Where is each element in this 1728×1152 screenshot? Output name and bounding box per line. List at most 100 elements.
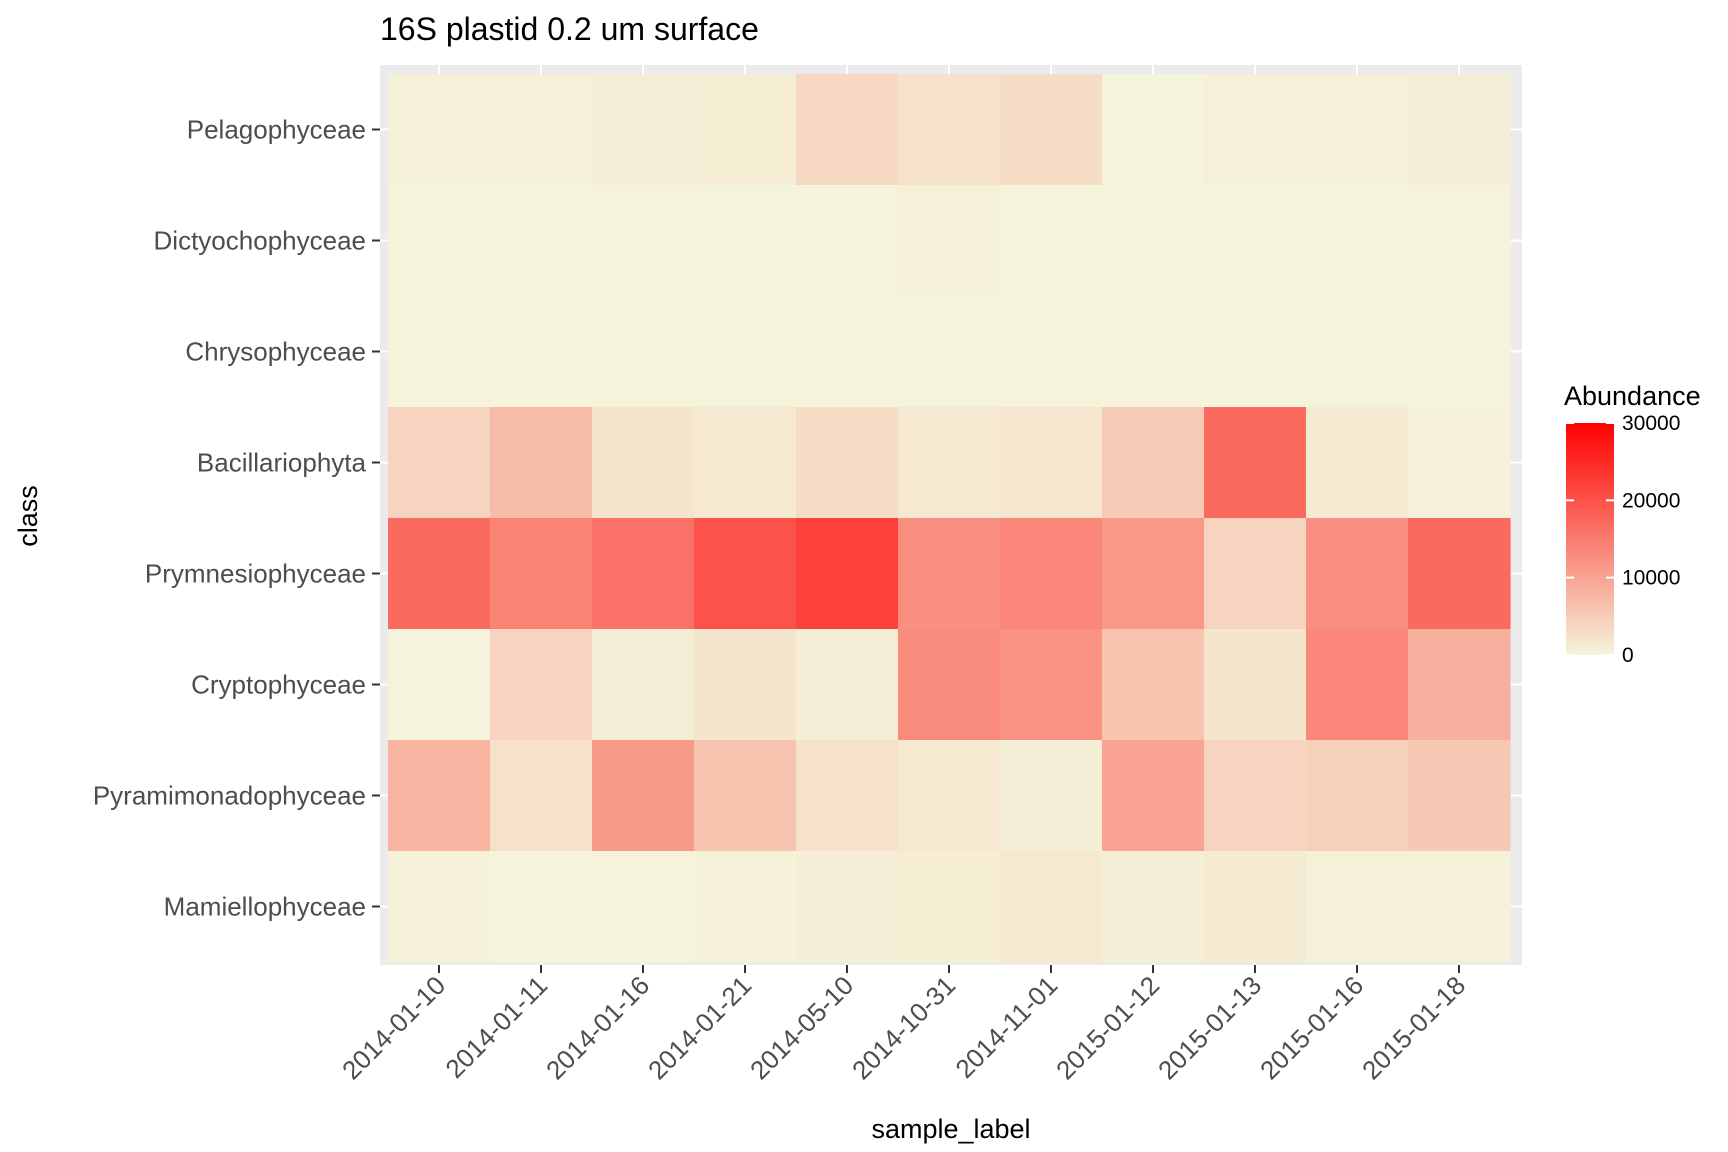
heatmap-tile-Mamiellophyceae-2015-01-12 xyxy=(1102,851,1205,963)
heatmap-tile-Chrysophyceae-2014-01-21 xyxy=(694,296,797,408)
heatmap-tile-Pyramimonadophyceae-2015-01-13 xyxy=(1204,740,1307,852)
heatmap-tile-Prymnesiophyceae-2014-10-31 xyxy=(898,518,1001,630)
heatmap-tile-Mamiellophyceae-2015-01-18 xyxy=(1408,851,1511,963)
heatmap-tile-Bacillariophyta-2014-01-10 xyxy=(388,407,491,519)
heatmap-tile-Pelagophyceae-2015-01-16 xyxy=(1306,74,1409,186)
heatmap-tile-Pelagophyceae-2014-01-10 xyxy=(388,74,491,186)
heatmap-tile-Pyramimonadophyceae-2015-01-18 xyxy=(1408,740,1511,852)
heatmap-tile-Cryptophyceae-2015-01-16 xyxy=(1306,629,1409,741)
heatmap-tile-Prymnesiophyceae-2015-01-18 xyxy=(1408,518,1511,630)
heatmap-tile-Chrysophyceae-2014-11-01 xyxy=(1000,296,1103,408)
heatmap-tile-Bacillariophyta-2015-01-13 xyxy=(1204,407,1307,519)
x-tick-label: 2014-10-31 xyxy=(846,970,961,1085)
heatmap-tile-Pelagophyceae-2014-01-16 xyxy=(592,74,695,186)
y-axis-title: class xyxy=(13,485,43,547)
y-tick-label: Pyramimonadophyceae xyxy=(93,781,366,811)
heatmap-tile-Prymnesiophyceae-2014-01-10 xyxy=(388,518,491,630)
legend-title: Abundance xyxy=(1564,381,1701,411)
heatmap-tile-Pyramimonadophyceae-2014-01-21 xyxy=(694,740,797,852)
heatmap-tile-Cryptophyceae-2014-01-16 xyxy=(592,629,695,741)
heatmap-tile-Cryptophyceae-2014-01-11 xyxy=(490,629,593,741)
chart-title: 16S plastid 0.2 um surface xyxy=(380,11,759,47)
heatmap-tile-Cryptophyceae-2014-10-31 xyxy=(898,629,1001,741)
heatmap-tile-Dictyochophyceae-2015-01-18 xyxy=(1408,185,1511,297)
heatmap-tile-Cryptophyceae-2015-01-18 xyxy=(1408,629,1511,741)
heatmap-tile-Pelagophyceae-2014-01-21 xyxy=(694,74,797,186)
heatmap-tile-Pyramimonadophyceae-2014-01-16 xyxy=(592,740,695,852)
x-tick-label: 2014-01-10 xyxy=(336,970,451,1085)
heatmap-tile-Mamiellophyceae-2014-10-31 xyxy=(898,851,1001,963)
heatmap-tile-Chrysophyceae-2014-10-31 xyxy=(898,296,1001,408)
heatmap-tile-Chrysophyceae-2015-01-12 xyxy=(1102,296,1205,408)
heatmap-tiles xyxy=(388,74,1511,963)
x-tick-label: 2014-01-11 xyxy=(439,970,553,1084)
heatmap-tile-Pyramimonadophyceae-2014-01-11 xyxy=(490,740,593,852)
heatmap-tile-Dictyochophyceae-2015-01-16 xyxy=(1306,185,1409,297)
heatmap-tile-Pyramimonadophyceae-2014-10-31 xyxy=(898,740,1001,852)
heatmap-tile-Chrysophyceae-2014-01-11 xyxy=(490,296,593,408)
x-tick-label: 2015-01-16 xyxy=(1254,970,1369,1085)
y-tick-label: Cryptophyceae xyxy=(191,670,366,700)
y-tick-label: Pelagophyceae xyxy=(187,115,366,145)
heatmap-tile-Prymnesiophyceae-2015-01-12 xyxy=(1102,518,1205,630)
heatmap-tile-Cryptophyceae-2014-05-10 xyxy=(796,629,899,741)
legend-tick-label: 30000 xyxy=(1622,412,1680,435)
x-tick-label: 2014-05-10 xyxy=(744,970,859,1085)
heatmap-tile-Bacillariophyta-2014-01-16 xyxy=(592,407,695,519)
heatmap-tile-Bacillariophyta-2014-05-10 xyxy=(796,407,899,519)
heatmap-tile-Chrysophyceae-2015-01-16 xyxy=(1306,296,1409,408)
heatmap-tile-Bacillariophyta-2014-11-01 xyxy=(1000,407,1103,519)
heatmap-tile-Prymnesiophyceae-2014-05-10 xyxy=(796,518,899,630)
heatmap-tile-Prymnesiophyceae-2014-01-16 xyxy=(592,518,695,630)
heatmap-tile-Pyramimonadophyceae-2014-11-01 xyxy=(1000,740,1103,852)
heatmap-tile-Dictyochophyceae-2015-01-13 xyxy=(1204,185,1307,297)
heatmap-tile-Dictyochophyceae-2014-01-10 xyxy=(388,185,491,297)
heatmap-tile-Mamiellophyceae-2015-01-13 xyxy=(1204,851,1307,963)
heatmap-tile-Prymnesiophyceae-2015-01-13 xyxy=(1204,518,1307,630)
heatmap-tile-Chrysophyceae-2014-01-10 xyxy=(388,296,491,408)
heatmap-tile-Mamiellophyceae-2014-01-11 xyxy=(490,851,593,963)
heatmap-tile-Chrysophyceae-2014-05-10 xyxy=(796,296,899,408)
heatmap-tile-Prymnesiophyceae-2015-01-16 xyxy=(1306,518,1409,630)
heatmap-tile-Cryptophyceae-2015-01-13 xyxy=(1204,629,1307,741)
heatmap-tile-Chrysophyceae-2014-01-16 xyxy=(592,296,695,408)
heatmap-tile-Chrysophyceae-2015-01-13 xyxy=(1204,296,1307,408)
heatmap-tile-Dictyochophyceae-2014-11-01 xyxy=(1000,185,1103,297)
legend-tick-label: 20000 xyxy=(1622,489,1680,512)
heatmap-tile-Bacillariophyta-2015-01-18 xyxy=(1408,407,1511,519)
heatmap-tile-Bacillariophyta-2015-01-16 xyxy=(1306,407,1409,519)
heatmap-tile-Bacillariophyta-2014-10-31 xyxy=(898,407,1001,519)
heatmap-tile-Mamiellophyceae-2014-05-10 xyxy=(796,851,899,963)
heatmap-tile-Cryptophyceae-2014-11-01 xyxy=(1000,629,1103,741)
x-tick-label: 2015-01-18 xyxy=(1356,970,1471,1085)
heatmap-tile-Pyramimonadophyceae-2014-05-10 xyxy=(796,740,899,852)
y-tick-label: Dictyochophyceae xyxy=(154,226,366,256)
heatmap-tile-Dictyochophyceae-2014-05-10 xyxy=(796,185,899,297)
heatmap-tile-Dictyochophyceae-2014-01-16 xyxy=(592,185,695,297)
legend: Abundance 0 10000 20000 30000 xyxy=(1564,381,1701,667)
x-axis: 2014-01-102014-01-112014-01-162014-01-21… xyxy=(336,965,1471,1085)
heatmap-tile-Dictyochophyceae-2014-01-21 xyxy=(694,185,797,297)
y-axis: Pelagophyceae Dictyochophyceae Chrysophyce… xyxy=(93,115,380,922)
y-tick-label: Prymnesiophyceae xyxy=(145,559,366,589)
heatmap-tile-Pyramimonadophyceae-2014-01-10 xyxy=(388,740,491,852)
heatmap-tile-Mamiellophyceae-2015-01-16 xyxy=(1306,851,1409,963)
heatmap-tile-Mamiellophyceae-2014-01-21 xyxy=(694,851,797,963)
heatmap-tile-Bacillariophyta-2014-01-21 xyxy=(694,407,797,519)
y-tick-label: Bacillariophyta xyxy=(197,448,367,478)
x-tick-label: 2015-01-12 xyxy=(1050,970,1165,1085)
x-tick-label: 2015-01-13 xyxy=(1152,970,1267,1085)
heatmap-tile-Bacillariophyta-2015-01-12 xyxy=(1102,407,1205,519)
x-tick-label: 2014-01-16 xyxy=(540,970,655,1085)
x-axis-title: sample_label xyxy=(871,1114,1030,1144)
heatmap-tile-Mamiellophyceae-2014-01-16 xyxy=(592,851,695,963)
heatmap-tile-Dictyochophyceae-2014-01-11 xyxy=(490,185,593,297)
heatmap-tile-Cryptophyceae-2014-01-21 xyxy=(694,629,797,741)
heatmap-tile-Pelagophyceae-2015-01-18 xyxy=(1408,74,1511,186)
heatmap-tile-Prymnesiophyceae-2014-01-21 xyxy=(694,518,797,630)
heatmap-tile-Cryptophyceae-2015-01-12 xyxy=(1102,629,1205,741)
legend-tick-label: 0 xyxy=(1622,644,1634,667)
heatmap-tile-Pyramimonadophyceae-2015-01-12 xyxy=(1102,740,1205,852)
legend-tick-label: 10000 xyxy=(1622,567,1680,590)
